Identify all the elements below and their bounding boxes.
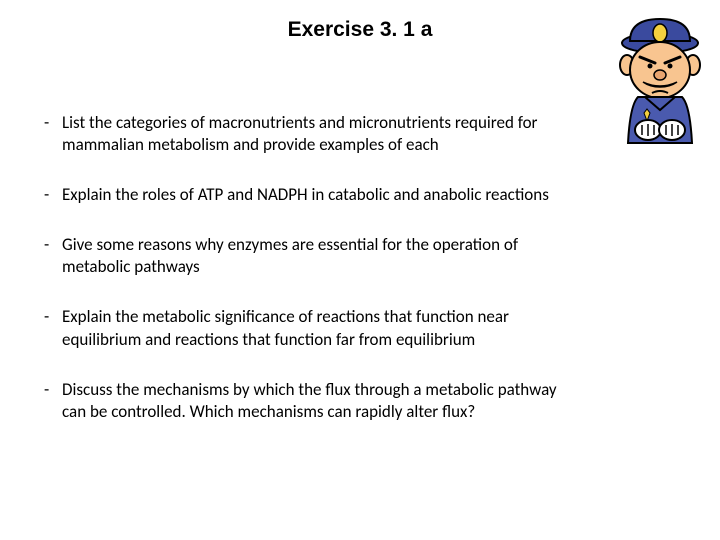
list-item: Explain the metabolic significance of re… (40, 306, 580, 350)
list-item: Give some reasons why enzymes are essent… (40, 234, 580, 278)
bullet-list: List the categories of macronutrients an… (40, 112, 580, 423)
content-area: List the categories of macronutrients an… (0, 52, 620, 423)
list-item: Explain the roles of ATP and NADPH in ca… (40, 184, 580, 206)
list-item: Discuss the mechanisms by which the flux… (40, 379, 580, 423)
list-item: List the categories of macronutrients an… (40, 112, 580, 156)
police-clipart (610, 15, 710, 145)
